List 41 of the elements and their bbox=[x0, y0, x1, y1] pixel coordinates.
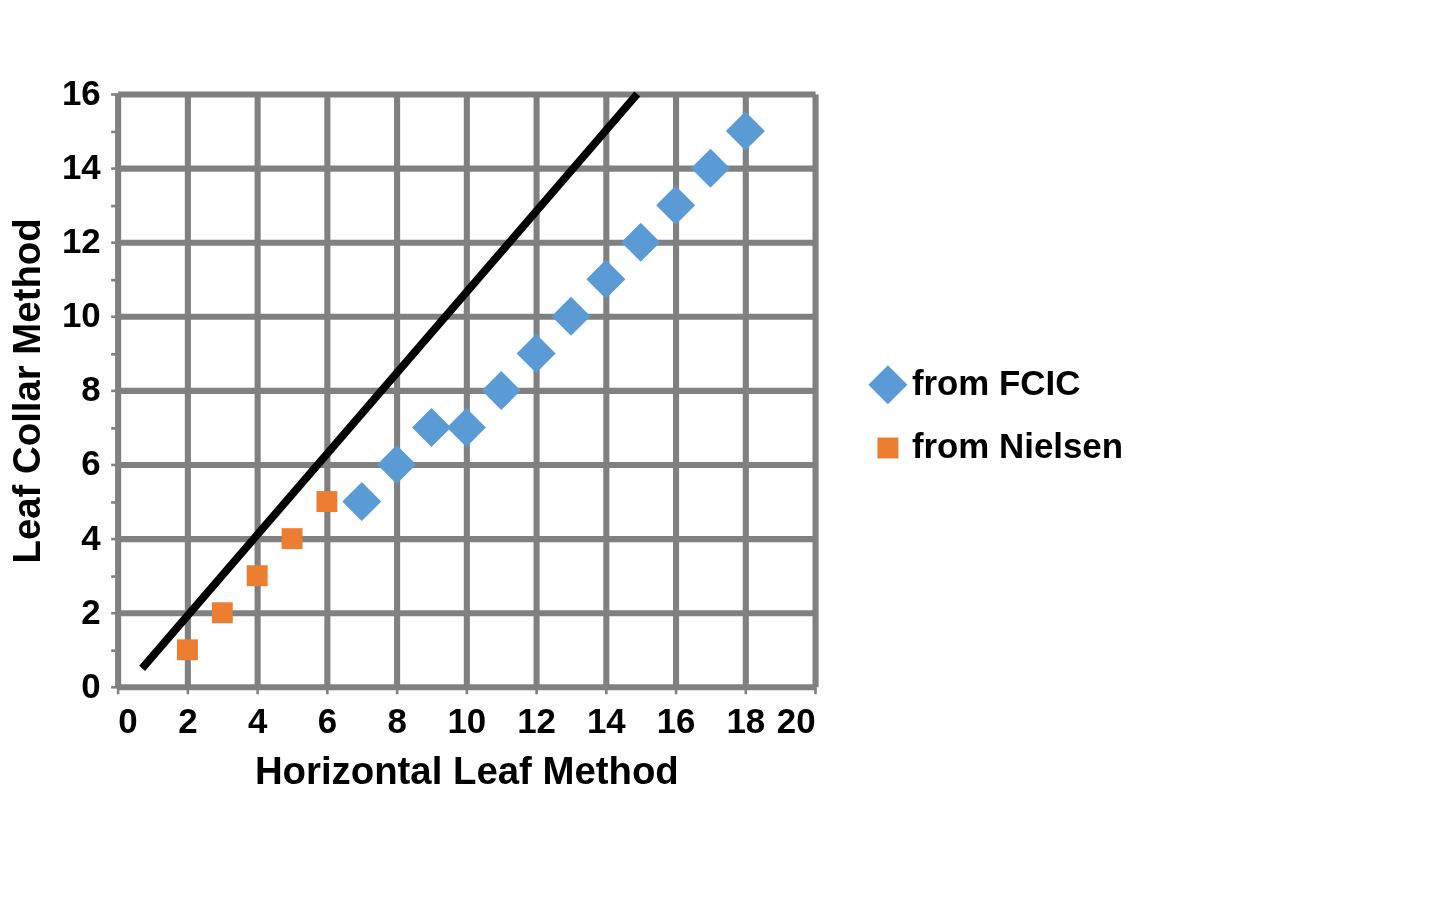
point bbox=[211, 602, 233, 624]
legend-label: from FCIC bbox=[911, 363, 1081, 403]
point bbox=[481, 370, 521, 410]
x-tick-label: 0 bbox=[118, 700, 138, 740]
x-tick-label: 20 bbox=[776, 700, 816, 740]
point bbox=[551, 296, 591, 336]
y-tick-label: 8 bbox=[81, 369, 101, 409]
y-tick-label: 12 bbox=[61, 221, 101, 261]
y-tick-label: 14 bbox=[61, 147, 102, 187]
y-tick-label: 10 bbox=[61, 295, 101, 335]
y-tick-label: 2 bbox=[81, 591, 101, 631]
y-tick-label: 0 bbox=[81, 665, 101, 705]
x-tick-label: 12 bbox=[517, 700, 556, 740]
point bbox=[377, 445, 417, 485]
point bbox=[316, 491, 338, 513]
point bbox=[246, 565, 268, 587]
point bbox=[725, 111, 765, 151]
point bbox=[656, 185, 696, 225]
y-axis-title: Leaf Collar Method bbox=[5, 218, 49, 564]
y-tick-label: 6 bbox=[81, 443, 101, 483]
x-tick-label: 8 bbox=[387, 700, 407, 740]
y-tick-label: 16 bbox=[61, 72, 101, 112]
x-tick-label: 16 bbox=[656, 700, 696, 740]
point bbox=[586, 259, 626, 299]
y-tick-label: 4 bbox=[81, 517, 102, 557]
legend-label: from Nielsen bbox=[911, 426, 1124, 466]
x-tick-label: 18 bbox=[726, 700, 766, 740]
x-tick-label: 14 bbox=[586, 700, 627, 740]
x-tick-label: 4 bbox=[247, 700, 268, 740]
point bbox=[691, 148, 730, 188]
point bbox=[412, 408, 452, 447]
point bbox=[281, 528, 303, 550]
point bbox=[342, 482, 382, 522]
point bbox=[176, 639, 198, 661]
x-tick-label: 6 bbox=[317, 700, 338, 740]
point bbox=[516, 333, 556, 373]
point bbox=[621, 222, 661, 262]
x-tick-label: 10 bbox=[447, 700, 487, 740]
point bbox=[446, 408, 486, 447]
x-axis-title: Horizontal Leaf Method bbox=[254, 749, 679, 793]
x-tick-label: 2 bbox=[178, 700, 198, 740]
